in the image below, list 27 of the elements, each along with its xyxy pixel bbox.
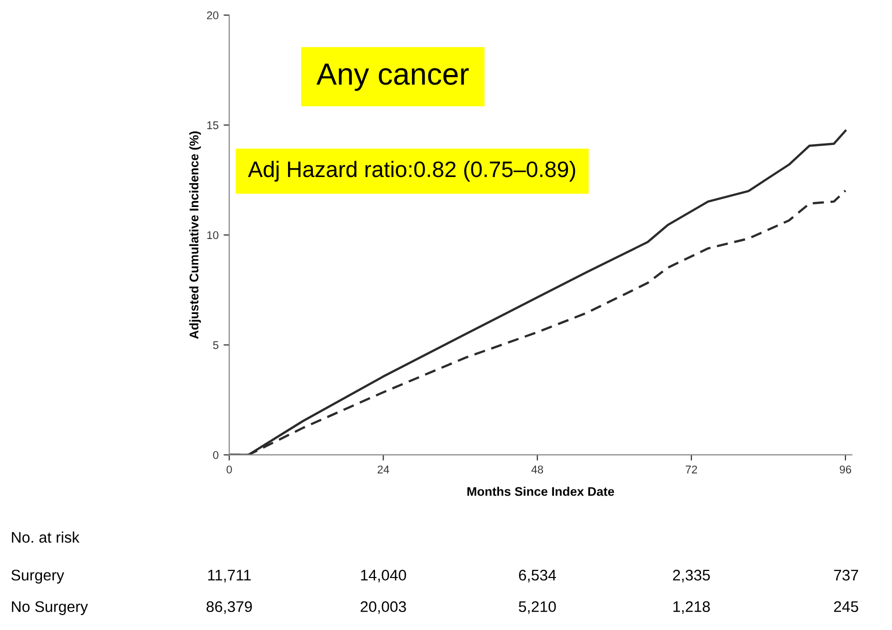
text: 14,040 xyxy=(361,570,406,582)
x-tick-label: 24 xyxy=(378,466,390,474)
text: Surgery xyxy=(11,570,64,584)
text: 5,210 xyxy=(518,601,556,614)
x-tick-label: 96 xyxy=(840,466,852,474)
text: Any cancer xyxy=(316,64,469,91)
text: 86,379 xyxy=(206,601,252,614)
text: No Surgery xyxy=(12,601,88,616)
text: 1,218 xyxy=(673,601,710,614)
text: No. at risk xyxy=(12,532,80,543)
x-tick-label: 0 xyxy=(226,466,232,474)
y-tick-label: 5 xyxy=(213,341,218,350)
y-tick-label: 0 xyxy=(213,451,218,459)
text: 245 xyxy=(834,601,858,612)
text: 20,003 xyxy=(360,601,406,614)
x-tick-label: 72 xyxy=(686,466,698,474)
x-axis-title: Months Since Index Date xyxy=(467,486,614,496)
text: 737 xyxy=(834,570,858,581)
text: 6,534 xyxy=(519,570,556,582)
y-tick-label: 15 xyxy=(207,121,218,130)
y-tick-label: 20 xyxy=(207,11,218,20)
text: 2,335 xyxy=(673,570,710,582)
text: 11,711 xyxy=(208,570,251,582)
x-tick-label: 48 xyxy=(531,466,544,474)
text: Adj Hazard ratio:0.82 (0.75–0.89) xyxy=(248,160,576,182)
y-axis-title: Adjusted Cumulative Incidence (%) xyxy=(189,131,201,339)
y-tick-label: 10 xyxy=(207,231,218,240)
